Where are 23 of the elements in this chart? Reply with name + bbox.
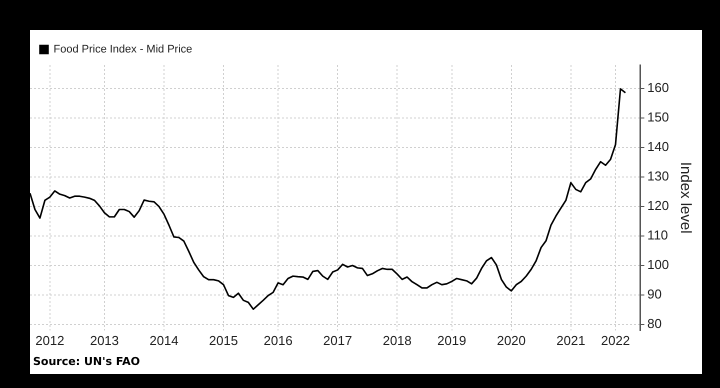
x-tick-label: 2014 xyxy=(150,332,178,348)
source-note: Source: UN's FAO xyxy=(32,354,141,370)
y-tick-label: 130 xyxy=(647,168,670,184)
y-tick-label: 160 xyxy=(647,80,670,96)
x-tick-label: 2012 xyxy=(35,332,64,348)
x-tick-label: 2017 xyxy=(323,332,352,348)
x-tick-label: 2020 xyxy=(496,332,526,348)
y-tick-label: 80 xyxy=(647,316,662,332)
legend-label: Food Price Index - Mid Price xyxy=(54,44,192,56)
x-tick-label: 2013 xyxy=(90,332,119,348)
y-tick-label: 110 xyxy=(647,228,668,243)
y-tick-label: 150 xyxy=(647,110,670,125)
y-tick-label: 90 xyxy=(647,286,662,302)
x-tick-label: 2018 xyxy=(382,332,412,348)
y-tick-label: 140 xyxy=(647,139,670,154)
x-tick-label: 2022 xyxy=(601,332,630,348)
x-tick-label: 2016 xyxy=(264,332,293,348)
y-tick-label: 100 xyxy=(647,257,670,272)
x-tick-label: 2021 xyxy=(556,332,586,348)
y-axis-title: Index level xyxy=(676,162,694,234)
y-tick-label: 120 xyxy=(647,198,670,214)
x-tick-label: 2015 xyxy=(209,332,238,348)
x-tick-label: 2019 xyxy=(437,332,466,348)
